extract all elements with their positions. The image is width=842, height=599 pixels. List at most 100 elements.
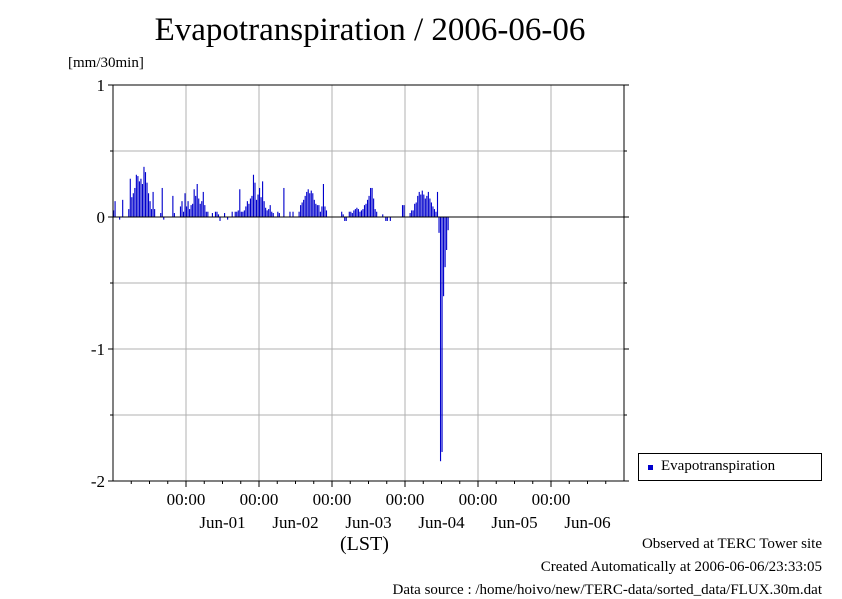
bar xyxy=(385,217,387,221)
bar xyxy=(306,191,308,217)
y-tick-label: -1 xyxy=(91,340,105,359)
bar xyxy=(248,203,250,217)
y-tick-label: 1 xyxy=(97,76,106,95)
bar xyxy=(322,184,324,217)
bar xyxy=(119,217,121,220)
x-tick-label-time: 00:00 xyxy=(167,490,206,509)
bar xyxy=(202,191,204,217)
bar xyxy=(199,203,201,217)
bar xyxy=(365,203,367,217)
bar xyxy=(272,213,274,217)
bar xyxy=(342,214,344,217)
x-tick-label-time: 00:00 xyxy=(459,490,498,509)
bar xyxy=(310,190,312,217)
bar xyxy=(373,198,375,217)
tick-labels: -2 -1 0 1 00:00 Jun-01 00:00 Jun-02 00:00 Jun-03 0… xyxy=(91,76,611,532)
bar xyxy=(144,172,147,217)
bar xyxy=(309,193,311,217)
bar xyxy=(146,182,148,217)
legend-swatch xyxy=(648,465,653,470)
bar xyxy=(186,206,188,217)
bar xyxy=(192,203,194,217)
bar xyxy=(430,202,432,217)
bar xyxy=(227,217,229,220)
bar xyxy=(262,181,264,217)
bar xyxy=(204,205,206,217)
bar xyxy=(251,195,253,217)
bar xyxy=(195,195,197,217)
bar xyxy=(436,191,439,217)
bar xyxy=(257,194,259,217)
bar xyxy=(363,205,366,217)
y-tick-label: 0 xyxy=(97,208,106,227)
bar xyxy=(201,201,203,217)
bar xyxy=(321,206,323,217)
bar xyxy=(196,184,198,217)
x-tick-label-time: 00:00 xyxy=(313,490,352,509)
bar xyxy=(236,211,238,217)
bar xyxy=(353,210,355,217)
bar xyxy=(389,217,391,221)
bar xyxy=(132,193,134,217)
bar xyxy=(259,187,261,217)
bar xyxy=(239,189,241,217)
bar xyxy=(255,199,258,217)
bar xyxy=(140,178,142,217)
bar xyxy=(254,182,256,217)
bar xyxy=(182,211,185,217)
x-tick-label-date: Jun-04 xyxy=(418,513,465,532)
bar xyxy=(345,217,347,221)
bar xyxy=(141,184,144,217)
bar xyxy=(324,206,326,217)
bar xyxy=(403,205,405,217)
bar xyxy=(240,211,242,217)
bar xyxy=(190,205,192,217)
bar xyxy=(138,181,140,217)
bar xyxy=(315,203,317,217)
bar xyxy=(316,205,318,217)
bar xyxy=(366,199,369,217)
footer-site: Observed at TERC Tower site xyxy=(641,536,822,552)
bar xyxy=(438,217,440,233)
bar xyxy=(231,211,233,217)
bar xyxy=(189,209,191,217)
bar xyxy=(300,205,302,217)
bar xyxy=(245,206,247,217)
bar xyxy=(277,211,279,217)
bar xyxy=(371,187,373,217)
bar xyxy=(401,205,404,217)
bar xyxy=(246,201,248,217)
bar xyxy=(414,203,416,217)
x-tick-label-date: Jun-05 xyxy=(491,513,537,532)
bar xyxy=(319,211,321,217)
bar xyxy=(382,214,384,217)
bar xyxy=(260,197,262,217)
bar xyxy=(432,206,434,217)
bar xyxy=(211,213,213,217)
bar xyxy=(433,209,436,217)
bar xyxy=(152,191,154,217)
bar xyxy=(149,201,151,217)
bar xyxy=(217,214,220,217)
bar xyxy=(289,211,291,217)
bar xyxy=(446,217,448,250)
x-tick-label-date: Jun-02 xyxy=(272,513,318,532)
chart-title: Evapotranspiration / 2006-06-06 xyxy=(154,12,586,48)
bar xyxy=(417,195,419,217)
bar xyxy=(303,199,305,217)
bar xyxy=(163,217,165,220)
bar xyxy=(172,195,174,217)
bar xyxy=(292,211,294,217)
bar xyxy=(412,210,414,217)
bar xyxy=(301,202,303,217)
bar xyxy=(415,202,417,217)
bar xyxy=(426,195,428,217)
bar xyxy=(173,213,175,217)
bar xyxy=(242,211,244,217)
y-axis-unit-label: [mm/30min] xyxy=(68,55,144,71)
bar xyxy=(441,217,443,452)
bar xyxy=(283,187,285,217)
bar xyxy=(411,210,413,217)
bar xyxy=(435,211,437,217)
